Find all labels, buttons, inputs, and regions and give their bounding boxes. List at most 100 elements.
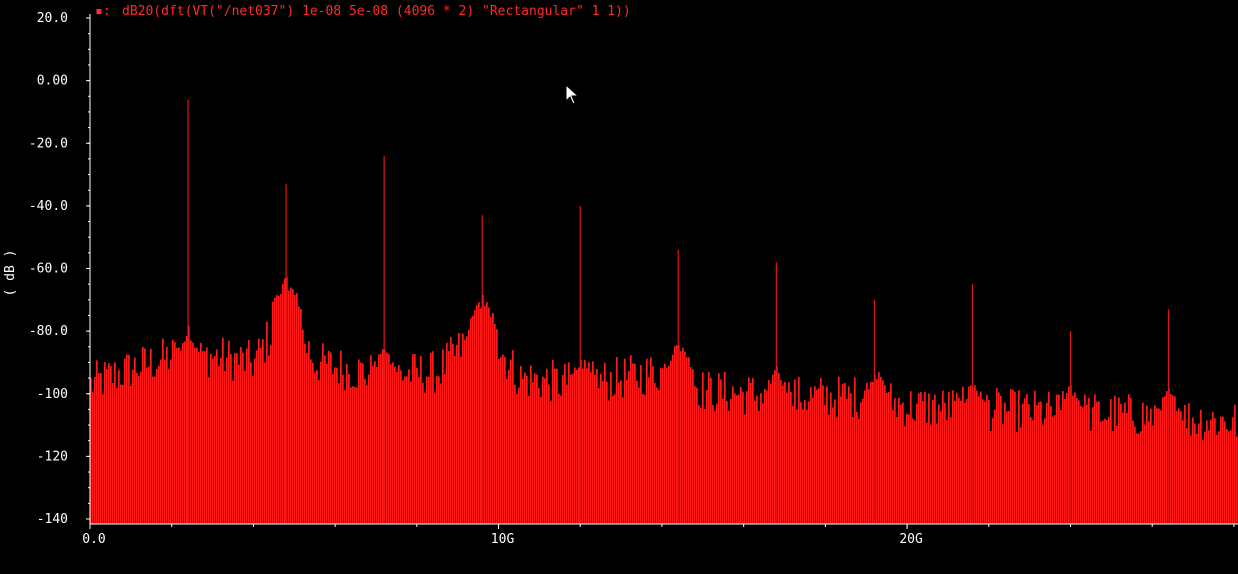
spectrum-bin [1066, 393, 1068, 524]
spectrum-bin [398, 365, 400, 524]
spectrum-bin [608, 400, 610, 524]
spectrum-bin [370, 355, 372, 524]
spectrum-bin [1052, 416, 1054, 524]
spectrum-bin [318, 379, 320, 524]
spectrum-bin [384, 349, 386, 524]
spectrum-bin [1224, 421, 1226, 524]
spectrum-bin [386, 352, 388, 524]
spectrum-bin [828, 414, 830, 524]
spectrum-bin [162, 338, 164, 524]
spectrum-bin [446, 342, 448, 524]
spectrum-bin [616, 357, 618, 524]
spectrum-bin [336, 367, 338, 524]
spectrum-bin [256, 350, 258, 524]
spectrum-bin [94, 377, 96, 524]
spectrum-bin [864, 390, 866, 524]
spectrum-bin [932, 400, 934, 524]
spectrum-bin [632, 363, 634, 524]
spectrum-bin [212, 358, 214, 524]
spectrum-bin [194, 347, 196, 524]
spectrum-bin [520, 365, 522, 524]
spectrum-bin [138, 376, 140, 524]
spectrum-bin [272, 301, 274, 524]
spectrum-bin [322, 343, 324, 524]
spectrum-bin [966, 398, 968, 524]
spectrum-bin [500, 357, 502, 524]
spectrum-bin [1132, 420, 1134, 524]
spectrum-bin [434, 392, 436, 524]
spectrum-bin [584, 359, 586, 524]
spectrum-bin [460, 356, 462, 524]
spectrum-bin [760, 393, 762, 524]
spectrum-bin [900, 404, 902, 524]
spectrum-bin [226, 357, 228, 524]
spectrum-bin [118, 370, 120, 524]
spectrum-bin [214, 355, 216, 524]
spectrum-bin [1020, 427, 1022, 524]
spectrum-bin [634, 363, 636, 524]
spectrum-bin [594, 374, 596, 524]
spectrum-bin [680, 351, 682, 524]
spectrum-bin [710, 377, 712, 524]
spectrum-bin [416, 367, 418, 524]
spectrum-bin [920, 392, 922, 524]
spectrum-bin [830, 392, 832, 524]
spectrum-bin [182, 342, 184, 524]
spectrum-bin [868, 389, 870, 524]
spectrum-bin [806, 409, 808, 524]
spectrum-bin [924, 392, 926, 524]
spectrum-bin [902, 402, 904, 524]
spectrum-bin [156, 368, 158, 524]
mouse-cursor-icon [565, 83, 580, 105]
spectrum-bin [392, 362, 394, 524]
spectrum-bin [476, 305, 478, 524]
spectrum-bin [1102, 420, 1104, 524]
spectrum-bin [222, 337, 224, 524]
spectrum-bin [382, 349, 384, 524]
spectrum-bin [1032, 420, 1034, 524]
spectrum-bin [582, 368, 584, 524]
spectrum-bin [1046, 402, 1048, 524]
spectrum-bin [164, 359, 166, 524]
spectrum-bin [292, 289, 294, 524]
spectrum-bin [352, 386, 354, 524]
y-ticks: 20.0 0.00 -20.0 -40.0 -60.0 -80.0 -100 -120 -140 [29, 11, 90, 527]
spectrum-bin [244, 370, 246, 524]
spectrum-bin [686, 357, 688, 524]
spectrum-bin [896, 416, 898, 524]
spectrum-bin [812, 397, 814, 524]
spectrum-bin [1230, 430, 1232, 524]
spectrum-bin [270, 345, 272, 524]
spectrum-bin [720, 379, 722, 524]
spectrum-bin [254, 358, 256, 524]
spectrum-bin [628, 371, 630, 524]
spectrum-bin [824, 404, 826, 524]
spectrum-bin [492, 312, 494, 524]
spectrum-bin [1198, 423, 1200, 524]
x-tick-label: 20G [899, 532, 923, 547]
spectrum-bin [142, 346, 144, 524]
spectrum-bin [200, 342, 202, 524]
spectrum-bin [1142, 402, 1144, 524]
spectrum-bin [676, 345, 678, 524]
spectrum-bin [1078, 400, 1080, 524]
spectrum-bin [354, 387, 356, 524]
spectrum-bin [750, 382, 752, 524]
spectrum-bin [820, 378, 822, 524]
spectrum-bin [934, 394, 936, 524]
spectrum-bin [1028, 404, 1030, 524]
spectrum-bin [844, 382, 846, 524]
spectrum-bin [788, 382, 790, 524]
spectrum-bin [374, 361, 376, 524]
spectrum-bin [814, 386, 816, 524]
spectrum-bin [992, 417, 994, 524]
spectrum-bin [968, 386, 970, 524]
spectrum-bin [818, 388, 820, 524]
spectrum-bin [1106, 420, 1108, 524]
spectrum-bin [798, 376, 800, 524]
spectrum-bin [1206, 420, 1208, 524]
spectrum-bin [790, 391, 792, 524]
spectrum-bin [836, 417, 838, 524]
spectrum-bin [980, 391, 982, 524]
spectrum-bin [1018, 390, 1020, 524]
